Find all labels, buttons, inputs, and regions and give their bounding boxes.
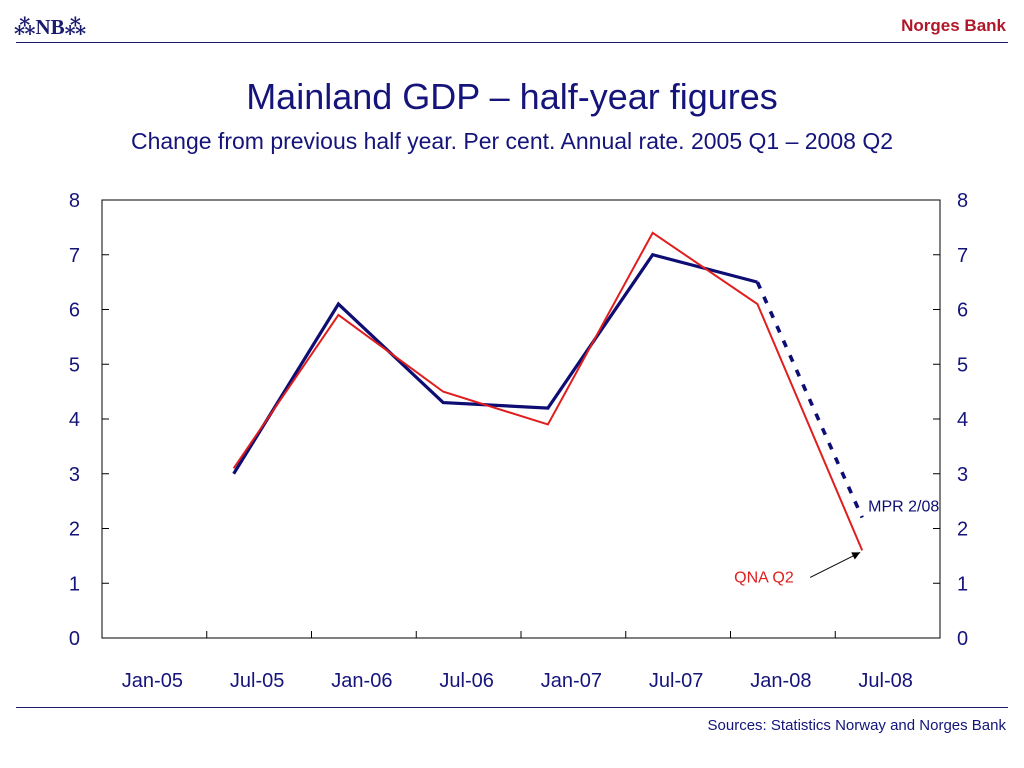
y-tick-label-right: 3 xyxy=(957,464,968,486)
series-line-qna xyxy=(232,231,864,551)
y-tick-label-right: 1 xyxy=(957,573,968,595)
y-tick-label-right: 5 xyxy=(957,354,968,376)
sources-note: Sources: Statistics Norway and Norges Ba… xyxy=(707,717,1006,734)
y-tick-label-left: 1 xyxy=(69,573,80,595)
chart-title: Mainland GDP – half-year figures xyxy=(246,76,778,117)
x-tick-label: Jul-06 xyxy=(439,670,493,692)
y-tick-label-left: 2 xyxy=(69,519,80,541)
y-tick-label-left: 3 xyxy=(69,464,80,486)
series-line-mpr xyxy=(232,252,758,475)
y-tick-label-left: 0 xyxy=(69,628,80,650)
y-tick-label-left: 8 xyxy=(69,190,80,212)
x-tick-label: Jan-07 xyxy=(541,670,602,692)
x-tick-label: Jul-07 xyxy=(649,670,703,692)
chart-subtitle: Change from previous half year. Per cent… xyxy=(130,128,894,154)
qna-arrow-head xyxy=(851,552,861,560)
plot-area xyxy=(101,199,941,639)
brand-name: Norges Bank xyxy=(901,16,1006,35)
y-tick-label-right: 4 xyxy=(957,409,968,431)
x-tick-label: Jan-08 xyxy=(750,670,811,692)
y-tick-label-right: 0 xyxy=(957,628,968,650)
top-rule xyxy=(16,42,1008,43)
bottom-rule xyxy=(16,707,1008,708)
y-tick-label-right: 8 xyxy=(957,190,968,212)
qna-arrow-line xyxy=(809,551,861,578)
x-tick-label: Jan-05 xyxy=(122,670,183,692)
norges-bank-logo: ⁂NB⁂ xyxy=(14,15,87,39)
y-tick-label-left: 5 xyxy=(69,354,80,376)
label-qna-q2: QNA Q2 xyxy=(734,569,794,586)
x-tick-label: Jan-06 xyxy=(331,670,392,692)
y-tick-label-left: 4 xyxy=(69,409,80,431)
series-projection-mpr xyxy=(755,281,864,519)
y-tick-label-right: 7 xyxy=(957,245,968,267)
y-tick-label-right: 6 xyxy=(957,300,968,322)
y-tick-label-left: 7 xyxy=(69,245,80,267)
label-mpr-2-08: MPR 2/08 xyxy=(868,499,939,516)
y-tick-label-left: 6 xyxy=(69,300,80,322)
y-tick-label-right: 2 xyxy=(957,519,968,541)
x-tick-label: Jul-08 xyxy=(858,670,912,692)
x-tick-label: Jul-05 xyxy=(230,670,284,692)
